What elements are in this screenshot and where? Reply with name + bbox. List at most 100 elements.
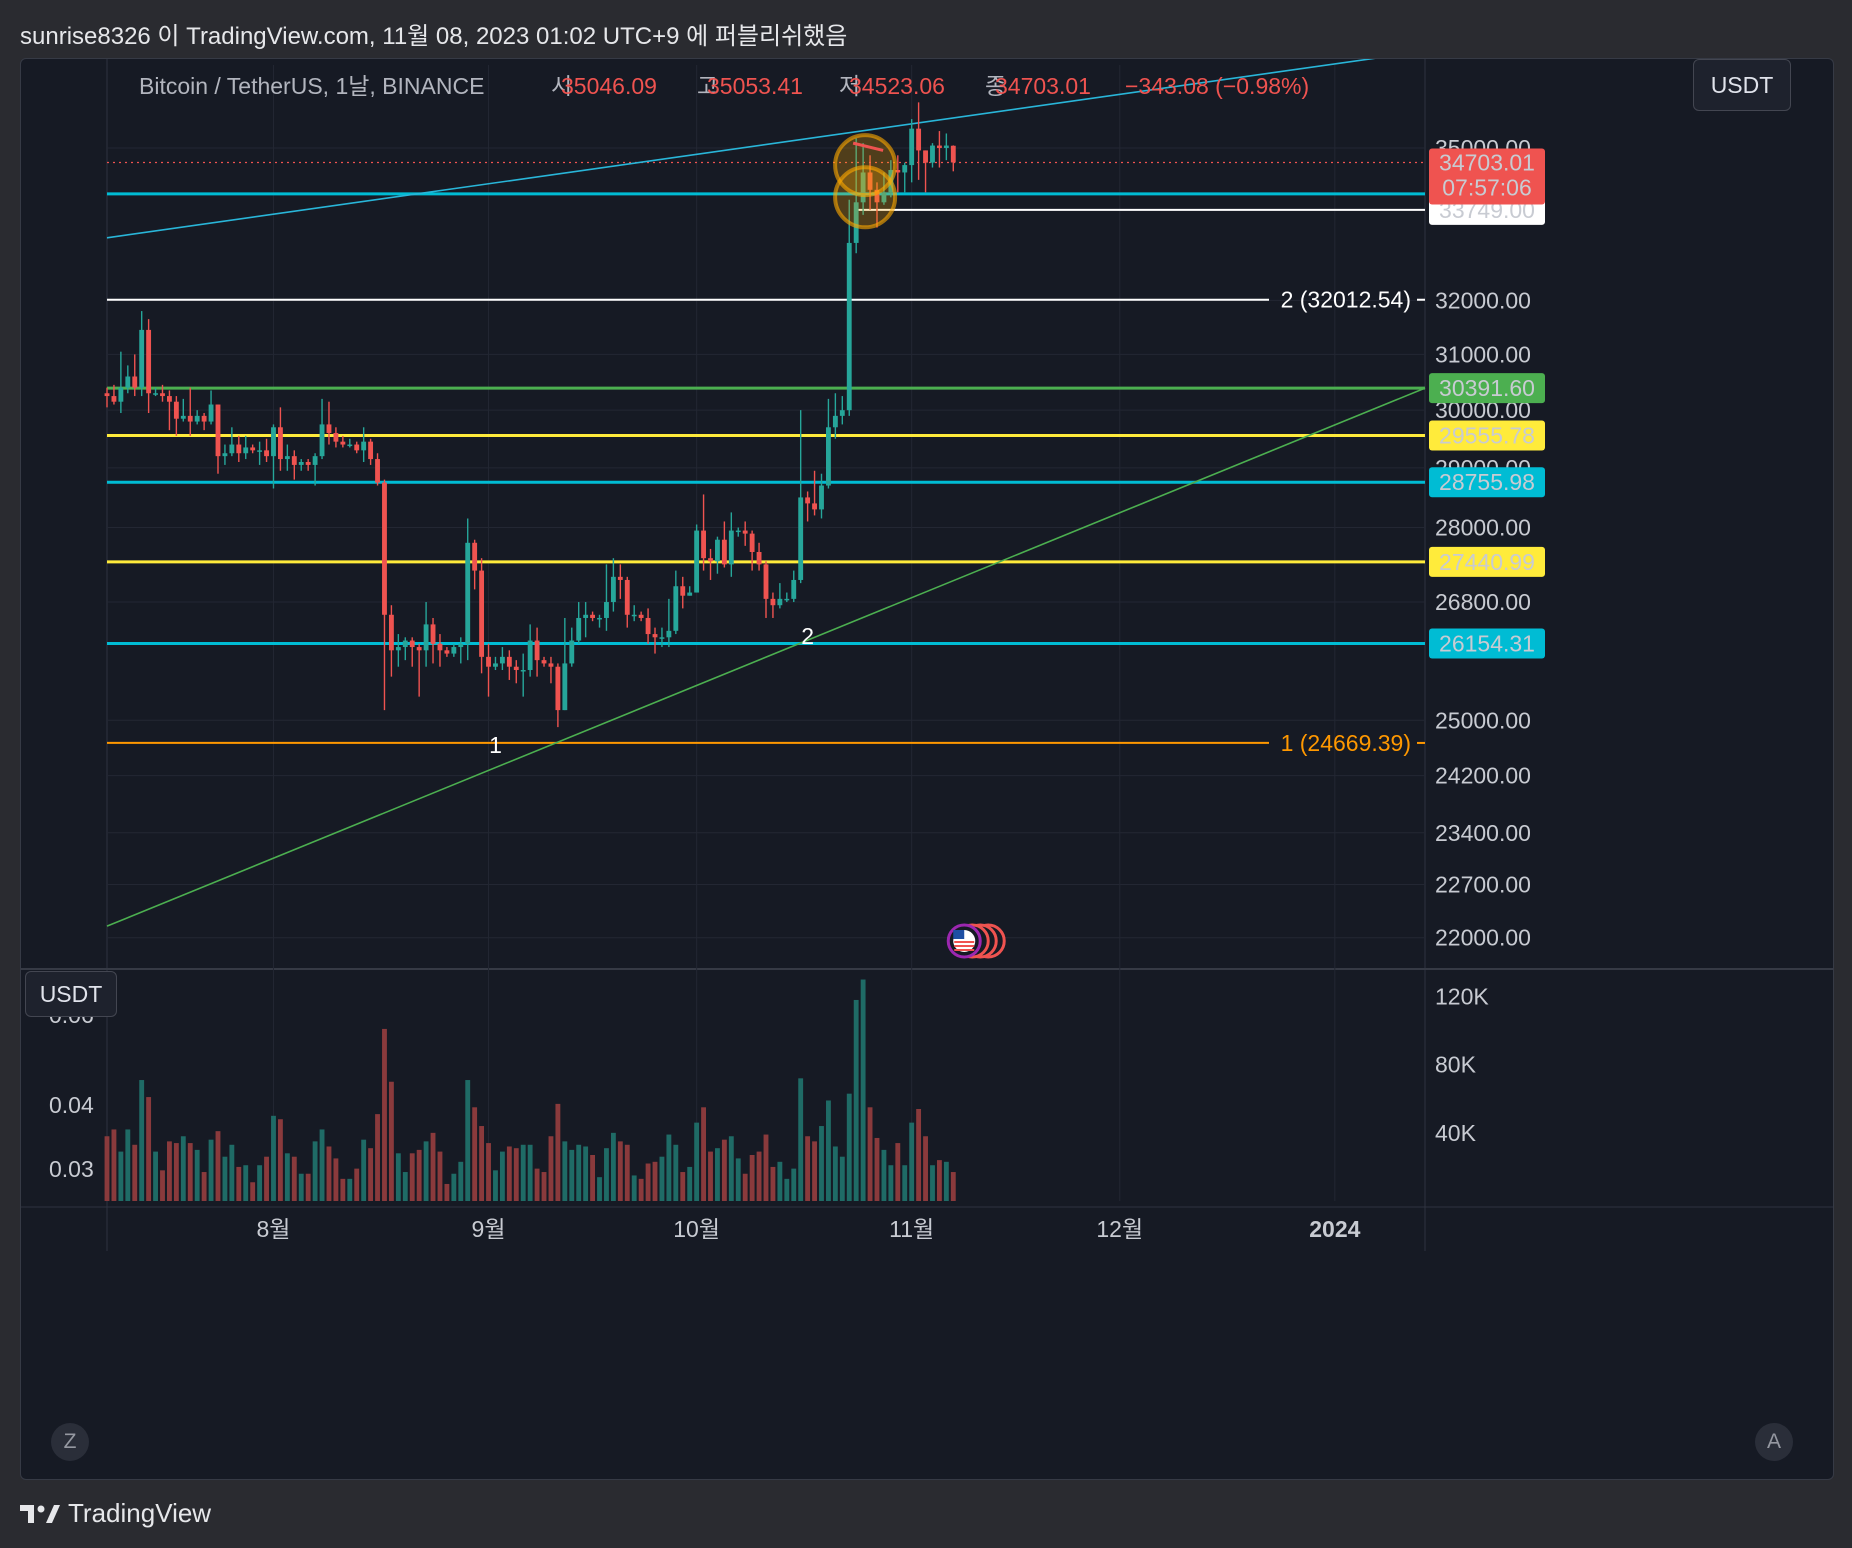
volume-bar <box>604 1148 609 1201</box>
candle-body <box>819 485 824 510</box>
candle-body <box>375 459 380 483</box>
auto-scale-button[interactable]: A <box>1755 1423 1793 1461</box>
price-tick-label: 23400.00 <box>1435 820 1531 846</box>
volume-bar <box>562 1141 568 1201</box>
candle-body <box>465 542 471 644</box>
candle-body <box>472 542 478 571</box>
candle-body <box>222 453 228 457</box>
candle-body <box>604 602 609 618</box>
candle-body <box>257 450 263 452</box>
candle-body <box>173 401 179 419</box>
candle-body <box>555 666 561 711</box>
candle-body <box>749 533 755 553</box>
candle-body <box>402 640 408 648</box>
tradingview-brand[interactable]: TradingView <box>20 1498 211 1529</box>
volume-bar <box>118 1151 124 1201</box>
candle-body <box>881 192 887 203</box>
volume-bar <box>284 1153 290 1201</box>
candle-body <box>340 441 346 445</box>
volume-bar <box>208 1139 214 1201</box>
candle-body <box>763 564 769 599</box>
candle-body <box>548 663 554 667</box>
volume-bar <box>874 1137 880 1201</box>
timezone-toggle-button[interactable]: Z <box>51 1423 89 1461</box>
volume-currency-button[interactable]: USDT <box>25 971 117 1017</box>
volume-bar <box>742 1173 748 1201</box>
volume-bar <box>250 1182 256 1201</box>
candle-body <box>271 427 276 457</box>
volume-bar <box>923 1136 928 1201</box>
volume-bar <box>305 1173 311 1201</box>
candle-body <box>610 576 616 603</box>
volume-bar <box>347 1178 353 1201</box>
volume-bar <box>645 1163 651 1201</box>
volume-bar <box>319 1129 325 1201</box>
chart-frame[interactable]: 12 35000.0032000.0031000.0030000.0029000… <box>20 58 1834 1480</box>
volume-bar <box>222 1156 228 1201</box>
price-chart[interactable]: 12 35000.0032000.0031000.0030000.0029000… <box>21 59 1833 1479</box>
candle-body <box>673 586 679 631</box>
volume-bar <box>798 1078 804 1201</box>
candle-body <box>590 614 596 618</box>
grid <box>21 59 1833 1251</box>
brand-name: TradingView <box>68 1498 212 1528</box>
candle-body <box>715 539 720 562</box>
price-level-label: 29555.78 <box>1439 423 1535 449</box>
volume-bar <box>881 1149 887 1201</box>
time-tick-label: 2024 <box>1309 1216 1360 1242</box>
volume-bar <box>534 1168 540 1201</box>
candle-body <box>180 415 186 419</box>
volume-bar <box>139 1080 145 1201</box>
volume-bar <box>111 1129 117 1201</box>
volume-bar <box>638 1178 644 1201</box>
volume-bar <box>652 1161 658 1201</box>
volume-tick-label: 120K <box>1435 984 1489 1010</box>
candle-body <box>493 663 498 667</box>
volume-bar <box>576 1144 582 1201</box>
horizontal-lines[interactable] <box>107 161 1425 744</box>
time-tick-label: 8월 <box>257 1216 291 1242</box>
candle-body <box>368 441 374 460</box>
candle-body <box>784 598 790 601</box>
volume-bar <box>458 1161 464 1201</box>
candle-body <box>451 647 457 654</box>
candle-body <box>430 624 436 644</box>
candle-body <box>305 461 311 465</box>
currency-button[interactable]: USDT <box>1693 59 1791 111</box>
price-tick-label: 25000.00 <box>1435 707 1531 733</box>
volume-bar <box>402 1172 408 1201</box>
candle-body <box>541 660 547 664</box>
candle-body <box>104 393 110 397</box>
volume-bar <box>187 1143 193 1201</box>
point-label: 2 <box>801 623 814 649</box>
volume-bar <box>312 1141 318 1201</box>
volume-bar <box>548 1136 554 1201</box>
trendlines[interactable] <box>106 59 1426 927</box>
volume-bar <box>513 1148 519 1201</box>
volume-bar <box>423 1141 429 1201</box>
candle-body <box>333 433 339 442</box>
candle-body <box>756 552 762 565</box>
volume-bar <box>215 1131 221 1201</box>
volume-bar <box>805 1136 811 1201</box>
volume-bar <box>146 1097 152 1201</box>
candle-body <box>687 592 693 596</box>
time-tick-label: 11월 <box>889 1216 934 1242</box>
candle-body <box>791 579 797 599</box>
us-flag-canton <box>953 930 965 939</box>
volume-bar <box>395 1153 401 1201</box>
volume-bar <box>277 1119 283 1201</box>
volume-bar <box>125 1129 131 1201</box>
volume-bar <box>298 1173 304 1201</box>
price-tick-label: 31000.00 <box>1435 341 1531 367</box>
price-tick-label: 22000.00 <box>1435 925 1531 951</box>
candle-body <box>187 415 193 422</box>
candle-body <box>160 393 165 397</box>
candle-body <box>680 586 686 596</box>
volume-bar <box>735 1158 741 1201</box>
volume-bar <box>271 1115 276 1201</box>
volume-bar <box>375 1114 380 1201</box>
last-price-value: 34703.01 <box>1439 149 1535 175</box>
volume-bar <box>610 1132 616 1201</box>
candles <box>104 102 956 728</box>
